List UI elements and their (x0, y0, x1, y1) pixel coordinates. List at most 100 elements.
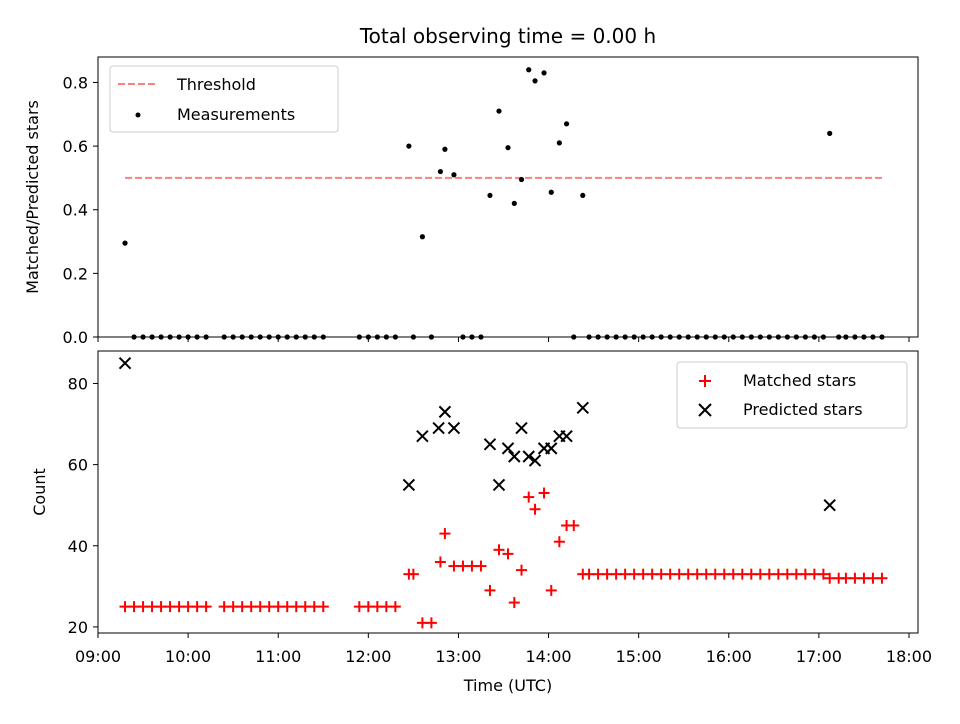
predicted-star-point (416, 430, 429, 443)
count-legend-box (676, 361, 908, 429)
ratio-y-tick-label: 0.0 (63, 328, 88, 347)
predicted-legend-swatch (698, 403, 712, 417)
x-tick-label: 16:00 (706, 647, 752, 666)
matched-star-point (508, 597, 520, 609)
matched-star-point (538, 487, 550, 499)
measurement-point (442, 146, 448, 152)
count-legend: Matched stars Predicted stars (676, 361, 908, 429)
predicted-star-point (545, 442, 558, 455)
matched-star-point (817, 568, 829, 580)
x-tick-label: 12:00 (345, 647, 391, 666)
matched-star-point (523, 491, 535, 503)
measurement-point (580, 192, 586, 199)
predicted-star-point (528, 454, 542, 467)
measurement-point (511, 200, 517, 206)
count-panel: 20 40 60 80 09:00 10:00 11:00 12:00 13:00 14:00 1… (30, 350, 932, 695)
measurement-point (487, 192, 493, 199)
matched-star-point (545, 584, 557, 596)
count-y-tick-label: 20 (68, 618, 88, 637)
predicted-star-point (576, 401, 589, 415)
predicted-star-point (483, 438, 497, 451)
count-axes-frame (97, 350, 919, 634)
count-marks (118, 356, 888, 629)
matched-star-point (516, 564, 528, 576)
matched-star-point (529, 503, 541, 515)
measurement-point (122, 240, 128, 246)
matched-star-point (502, 548, 514, 560)
measurement-point (556, 140, 562, 146)
x-tick-label: 14:00 (525, 647, 571, 666)
measurement-point (505, 145, 511, 151)
ratio-legend: Threshold Measurements (109, 65, 339, 133)
predicted-star-point (522, 450, 535, 463)
matched-star-point (389, 601, 401, 613)
count-y-tick-label: 40 (68, 537, 88, 556)
measurement-point (526, 67, 532, 73)
measurement-point (496, 108, 502, 114)
ratio-y-tick-label: 0.2 (63, 264, 88, 283)
measurement-point (406, 143, 412, 149)
matched-star-point (434, 556, 446, 568)
measurements-legend-swatch (135, 112, 141, 118)
ratio-y-tick-label: 0.4 (63, 201, 88, 220)
predicted-star-point (438, 405, 452, 419)
matched-star-point (425, 617, 437, 629)
matched-star-point (200, 601, 212, 613)
matched-legend-swatch (699, 375, 711, 387)
ratio-x-ticks (97, 337, 910, 342)
measurement-point (419, 234, 425, 240)
measurement-point (437, 168, 444, 175)
measurement-point (451, 172, 457, 178)
predicted-star-point (501, 442, 515, 455)
x-tick-label: 17:00 (796, 647, 842, 666)
matched-star-point (475, 560, 487, 572)
count-y-ticks: 20 40 60 80 (68, 374, 98, 637)
matched-star-point (439, 528, 451, 540)
predicted-star-point (118, 356, 132, 370)
x-tick-label: 09:00 (75, 647, 121, 666)
matched-star-point (876, 572, 888, 584)
measurement-point (563, 121, 570, 127)
count-y-tick-label: 60 (68, 456, 88, 475)
x-axis-label: Time (UTC) (463, 676, 552, 695)
count-y-tick-label: 80 (68, 374, 88, 393)
ratio-axes-frame (97, 56, 919, 338)
predicted-star-point (508, 450, 521, 463)
matched-star-point (553, 536, 565, 548)
x-tick-label: 13:00 (435, 647, 481, 666)
measurement-point (532, 78, 538, 84)
measurement-point (827, 130, 833, 136)
x-tick-label: 15:00 (616, 647, 662, 666)
matched-star-point (493, 544, 505, 556)
ratio-y-tick-label: 0.6 (63, 137, 88, 156)
predicted-star-point (823, 498, 836, 512)
predicted-star-point (515, 421, 528, 435)
predicted-star-point (492, 478, 506, 492)
count-x-ticks: 09:00 10:00 11:00 12:00 13:00 14:00 15:00 16:00… (75, 633, 932, 666)
ratio-y-axis-label: Matched/Predicted stars (23, 100, 42, 294)
predicted-star-point (432, 421, 445, 435)
predicted-star-point (447, 421, 461, 435)
predicted-star-point (560, 430, 573, 443)
measurement-point (518, 176, 525, 183)
chart-title: Total observing time = 0.00 h (359, 24, 656, 48)
ratio-y-tick-label: 0.8 (63, 73, 88, 92)
matched-star-point (407, 568, 419, 580)
matched-legend-label: Matched stars (743, 371, 856, 390)
threshold-legend-label: Threshold (176, 75, 256, 94)
count-y-axis-label: Count (30, 468, 49, 516)
matched-star-point (568, 519, 580, 531)
measurements-legend-label: Measurements (177, 105, 295, 124)
matched-star-point (484, 584, 496, 596)
x-tick-label: 10:00 (165, 647, 211, 666)
matched-star-point (317, 601, 329, 613)
ratio-panel: 0.00.20.40.60.8 Matched/Predicted stars … (23, 56, 919, 347)
ratio-y-ticks: 0.0 0.2 0.4 0.6 0.8 (63, 73, 98, 347)
predicted-star-point (402, 478, 416, 492)
measurement-point (548, 189, 554, 195)
measurement-point (541, 70, 547, 76)
predicted-legend-label: Predicted stars (743, 400, 863, 419)
x-tick-label: 11:00 (255, 647, 301, 666)
x-tick-label: 18:00 (886, 647, 932, 666)
